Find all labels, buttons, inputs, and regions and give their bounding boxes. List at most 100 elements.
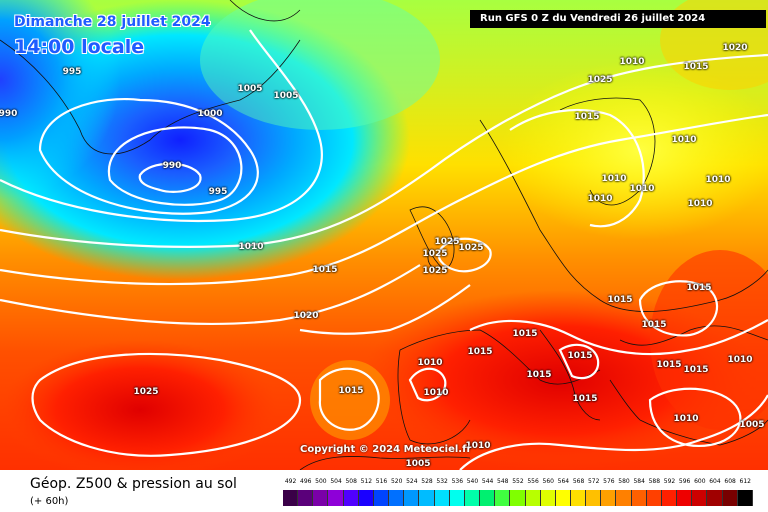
isobar-label: 990 — [162, 161, 182, 171]
scale-color-swatch — [358, 490, 374, 506]
copyright: Copyright © 2024 Meteociel.fr — [300, 444, 472, 455]
color-scale-labels: 492 496 500 504 508 512 516 520 524 528 532 536 540 5… — [283, 478, 753, 490]
scale-value-label: 584 — [633, 478, 645, 485]
scale-color-swatch — [449, 490, 465, 506]
isobar-label: 1015 — [641, 320, 667, 330]
isobar-label: 1010 — [619, 57, 645, 67]
isobar-label: 1010 — [705, 175, 731, 185]
scale-value-label: 588 — [648, 478, 661, 485]
scale-color-swatch — [570, 490, 587, 506]
scale-value-label: 500 — [315, 478, 327, 485]
isobar-label: 1005 — [237, 84, 263, 94]
scale-color-swatch — [586, 490, 602, 506]
scale-value-label: 520 — [390, 478, 403, 485]
isobar-label: 1015 — [683, 62, 709, 72]
isobar-label: 1025 — [422, 266, 448, 276]
isobar-label: 1015 — [338, 386, 364, 396]
isobar-label: 1010 — [601, 174, 627, 184]
scale-color-swatch — [404, 490, 420, 506]
isobar-label: 1015 — [526, 370, 552, 380]
scale-value-label: 560 — [542, 478, 554, 485]
isobar-label: 1015 — [312, 265, 338, 275]
scale-color-swatch — [464, 490, 481, 506]
scale-value-label: 508 — [345, 478, 357, 485]
scale-color-swatch — [737, 490, 753, 506]
scale-color-swatch — [434, 490, 450, 506]
scale-color-swatch — [616, 490, 632, 506]
isobar-label: 995 — [208, 187, 228, 197]
isobar-label: 1010 — [629, 184, 655, 194]
run-info: Run GFS 0 Z du Vendredi 26 juillet 2024 — [470, 10, 766, 28]
isobar-label: 1020 — [293, 311, 319, 321]
scale-value-label: 548 — [497, 478, 509, 485]
scale-color-swatch — [631, 490, 647, 506]
isobar-label: 1025 — [458, 243, 484, 253]
scale-color-swatch — [495, 490, 511, 506]
scale-value-label: 532 — [436, 478, 448, 485]
scale-value-label: 568 — [572, 478, 585, 485]
isobar-label: 995 — [62, 67, 82, 77]
isobar-label: 1015 — [686, 283, 712, 293]
scale-color-swatch — [328, 490, 344, 506]
scale-value-label: 572 — [587, 478, 600, 485]
scale-value-label: 544 — [481, 478, 494, 485]
scale-color-swatch — [525, 490, 541, 506]
isobar-label: 1010 — [671, 135, 697, 145]
isobar-label: 1010 — [238, 242, 264, 252]
parameter-title: Géop. Z500 & pression au sol — [30, 476, 237, 492]
scale-value-label: 556 — [527, 478, 539, 485]
isobar-label: 1015 — [683, 365, 709, 375]
scale-value-label: 580 — [618, 478, 630, 485]
scale-color-swatch — [555, 490, 571, 506]
isobar-label: 1015 — [467, 347, 493, 357]
scale-value-label: 528 — [421, 478, 433, 485]
scale-value-label: 596 — [678, 478, 691, 485]
isobar-label: 1020 — [722, 43, 748, 53]
scale-value-label: 564 — [557, 478, 570, 485]
scale-value-label: 608 — [724, 478, 736, 485]
isobar-label: 1015 — [512, 329, 538, 339]
isobar-label: 1010 — [423, 388, 449, 398]
scale-color-swatch — [343, 490, 359, 506]
isobar-label: 1015 — [656, 360, 682, 370]
scale-color-swatch — [722, 490, 738, 506]
scale-color-swatch — [601, 490, 617, 506]
scale-value-label: 552 — [512, 478, 524, 485]
isobar-label: 1025 — [434, 237, 460, 247]
scale-value-label: 492 — [284, 478, 297, 485]
isobar-label: 1005 — [273, 91, 299, 101]
scale-color-swatch — [677, 490, 693, 506]
scale-value-label: 540 — [466, 478, 479, 485]
scale-value-label: 592 — [663, 478, 676, 485]
scale-color-swatch — [707, 490, 723, 506]
scale-color-swatch — [480, 490, 496, 506]
scale-color-swatch — [373, 490, 390, 506]
isobar-label: 1015 — [607, 295, 633, 305]
scale-color-swatch — [540, 490, 556, 506]
scale-value-label: 524 — [406, 478, 418, 485]
scale-value-label: 604 — [709, 478, 721, 485]
geopotential-field — [0, 0, 768, 470]
coastlines — [0, 0, 768, 470]
isobar-label: 1000 — [197, 109, 223, 119]
scale-color-swatch — [313, 490, 329, 506]
isobar-label: 1005 — [739, 420, 765, 430]
isobar-label: 1015 — [572, 394, 598, 404]
scale-color-swatch — [298, 490, 314, 506]
scale-value-label: 512 — [360, 478, 373, 485]
forecast-date: Dimanche 28 juillet 2024 — [14, 14, 211, 30]
isobars — [0, 29, 768, 470]
scale-color-swatch — [389, 490, 405, 506]
scale-color-swatch — [692, 490, 708, 506]
scale-color-swatch — [510, 490, 526, 506]
isobar-label: 1010 — [727, 355, 753, 365]
isobar-label: 1025 — [133, 387, 159, 397]
isobar-label: 1010 — [587, 194, 613, 204]
isobar-label: 1010 — [673, 414, 699, 424]
scale-color-swatch — [661, 490, 678, 506]
isobar-label: 990 — [0, 109, 18, 119]
isobar-label: 1010 — [417, 358, 443, 368]
scale-value-label: 576 — [603, 478, 615, 485]
isobar-label: 1015 — [574, 112, 600, 122]
scale-value-label: 536 — [451, 478, 464, 485]
